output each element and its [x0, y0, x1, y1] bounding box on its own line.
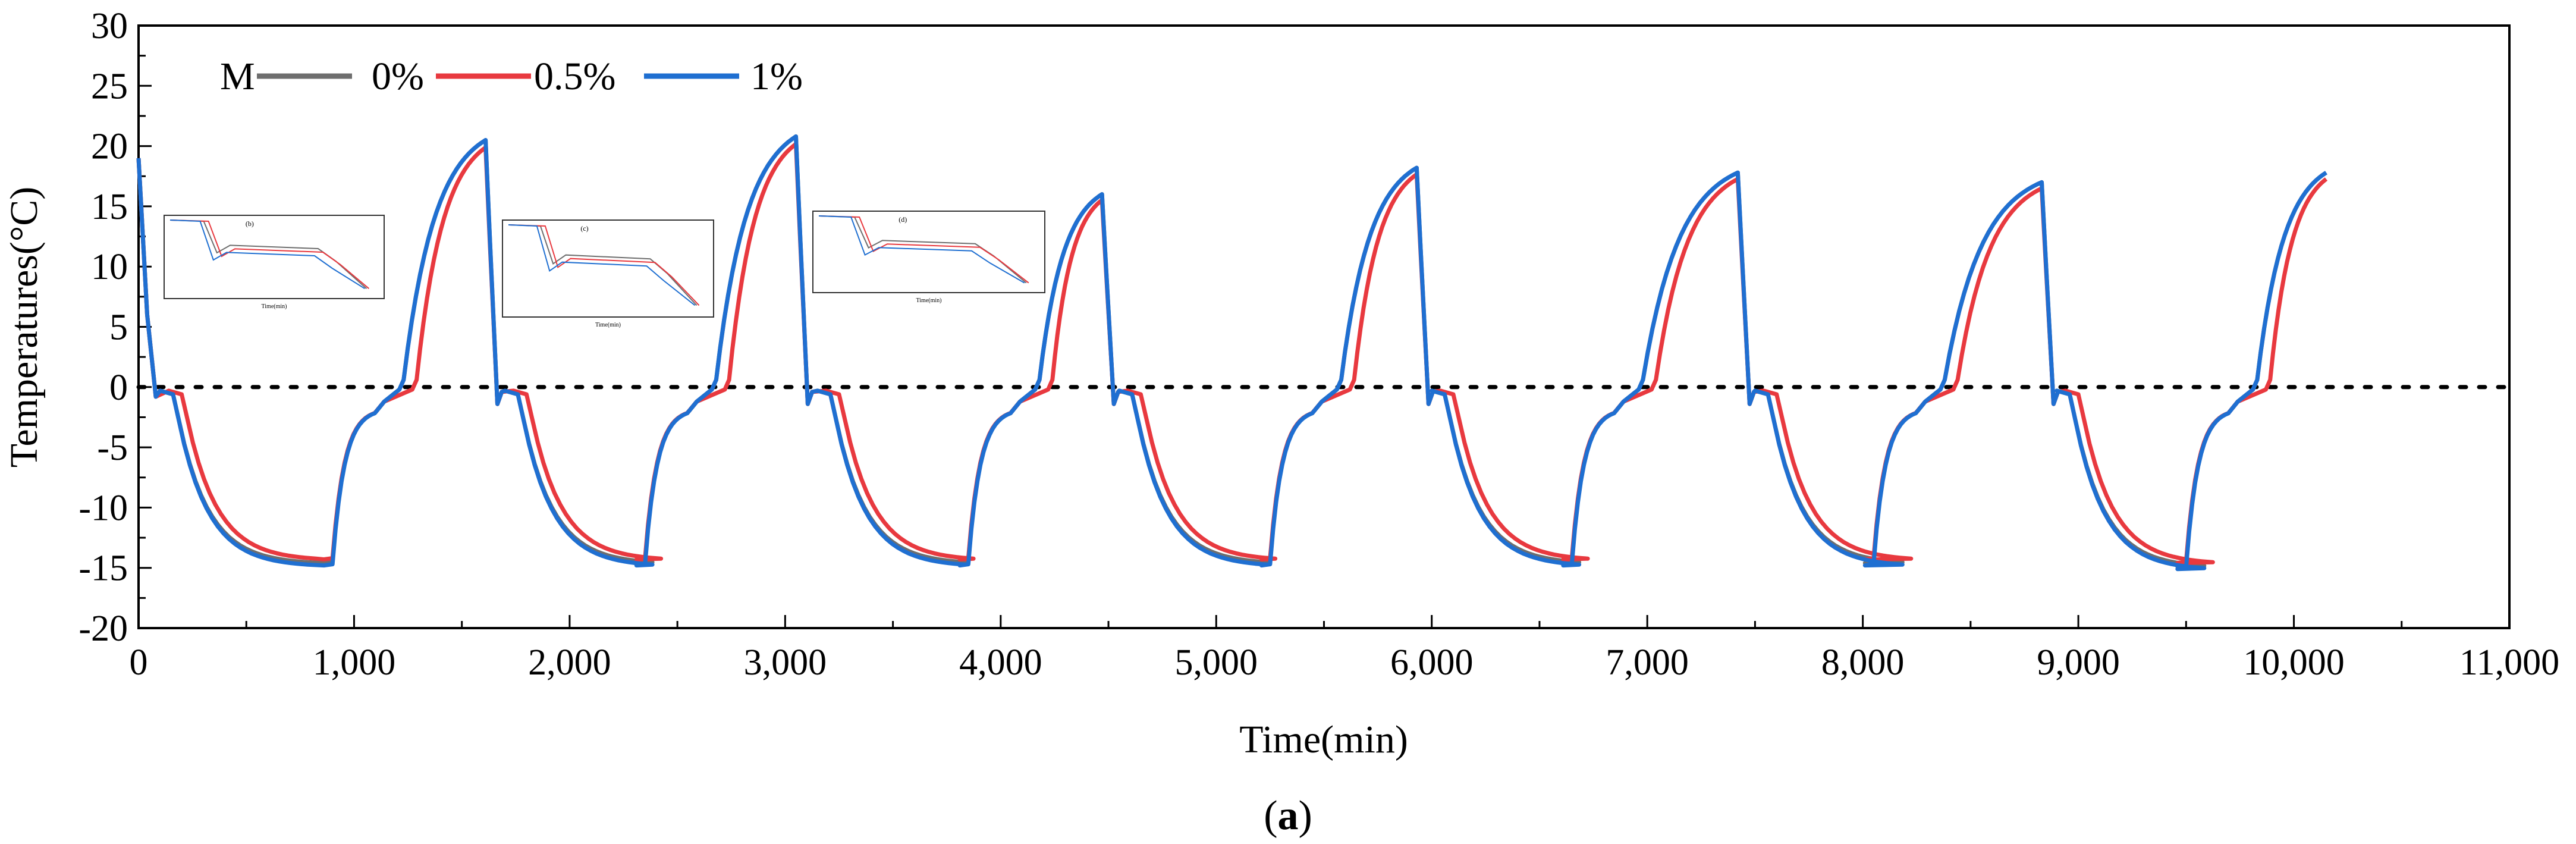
y-tick-label: 0 — [109, 368, 128, 408]
x-tick-label: 11,000 — [2459, 642, 2559, 683]
x-tick-label: 2,000 — [528, 642, 611, 683]
x-tick-label: 7,000 — [1606, 642, 1689, 683]
x-tick-label: 5,000 — [1175, 642, 1258, 683]
y-tick-label: 15 — [91, 187, 128, 227]
inset-2-label: (c) — [580, 224, 588, 233]
legend: M 0% 0.5% 1% — [220, 55, 803, 98]
inset-1-label: (b) — [246, 219, 254, 228]
caption-close-paren: ) — [1299, 793, 1312, 839]
y-tick-label: -5 — [97, 428, 128, 468]
x-axis-title: Time(min) — [1239, 718, 1408, 761]
inset-3-frame — [812, 211, 1045, 293]
inset-1-trace-0.5% — [169, 219, 370, 289]
figure-caption: (a) — [1264, 793, 1312, 839]
series-line-0.5% — [136, 142, 2328, 566]
x-tick-label: 4,000 — [959, 642, 1042, 683]
caption-letter: a — [1278, 793, 1299, 839]
inset-3-trace-0.5% — [818, 215, 1029, 284]
legend-label-1pct: 1% — [750, 55, 803, 98]
inset-2-xlabel: Time(min) — [595, 322, 621, 328]
series-layer — [136, 134, 2328, 572]
x-tick-label: 8,000 — [1821, 642, 1905, 683]
legend-label-0-5pct: 0.5% — [534, 55, 615, 98]
inset-1-trace-1% — [169, 219, 365, 290]
inset-3: (d) Time(min) — [812, 211, 1045, 304]
series-line-1% — [136, 134, 2327, 572]
inset-2: (c) Time(min) — [502, 219, 714, 328]
inset-2-frame — [502, 219, 714, 318]
y-tick-label: -10 — [78, 488, 128, 528]
inset-3-label: (d) — [899, 215, 907, 224]
inset-1-frame — [164, 215, 385, 299]
y-axis-title: Temperatures(°C) — [2, 187, 46, 468]
inset-2-trace-0.5% — [508, 224, 700, 306]
x-tick-label: 6,000 — [1390, 642, 1474, 683]
inset-1-xlabel: Time(min) — [262, 303, 287, 310]
y-tick-label: -15 — [78, 548, 128, 589]
x-axis: 0 1,000 2,000 3,000 4,000 5,000 6,000 7,000 8,00… — [130, 615, 2559, 683]
caption-open-paren: ( — [1264, 793, 1277, 839]
x-tick-label: 10,000 — [2243, 642, 2345, 683]
inset-1: (b) Time(min) — [164, 215, 385, 310]
series-line-0% — [136, 134, 2327, 569]
y-tick-label: -20 — [78, 608, 128, 649]
x-tick-label: 3,000 — [744, 642, 827, 683]
y-axis: -20 -15 -10 -5 0 5 10 15 20 25 30 — [78, 6, 152, 649]
legend-label-0pct: 0% — [372, 55, 424, 98]
y-tick-label: 30 — [91, 6, 128, 46]
y-tick-label: 20 — [91, 127, 128, 167]
y-tick-label: 10 — [91, 247, 128, 287]
x-tick-label: 0 — [130, 642, 148, 683]
y-tick-label: 5 — [109, 308, 128, 348]
y-tick-label: 25 — [91, 66, 128, 106]
x-tick-label: 1,000 — [313, 642, 396, 683]
inset-3-trace-1% — [818, 215, 1025, 284]
x-tick-label: 9,000 — [2037, 642, 2120, 683]
inset-2-trace-1% — [508, 224, 696, 306]
inset-3-xlabel: Time(min) — [916, 297, 942, 304]
inset-layer: (b) Time(min) (c) Time(min) (d) Time(min) — [164, 211, 1045, 328]
legend-title: M — [220, 55, 255, 98]
